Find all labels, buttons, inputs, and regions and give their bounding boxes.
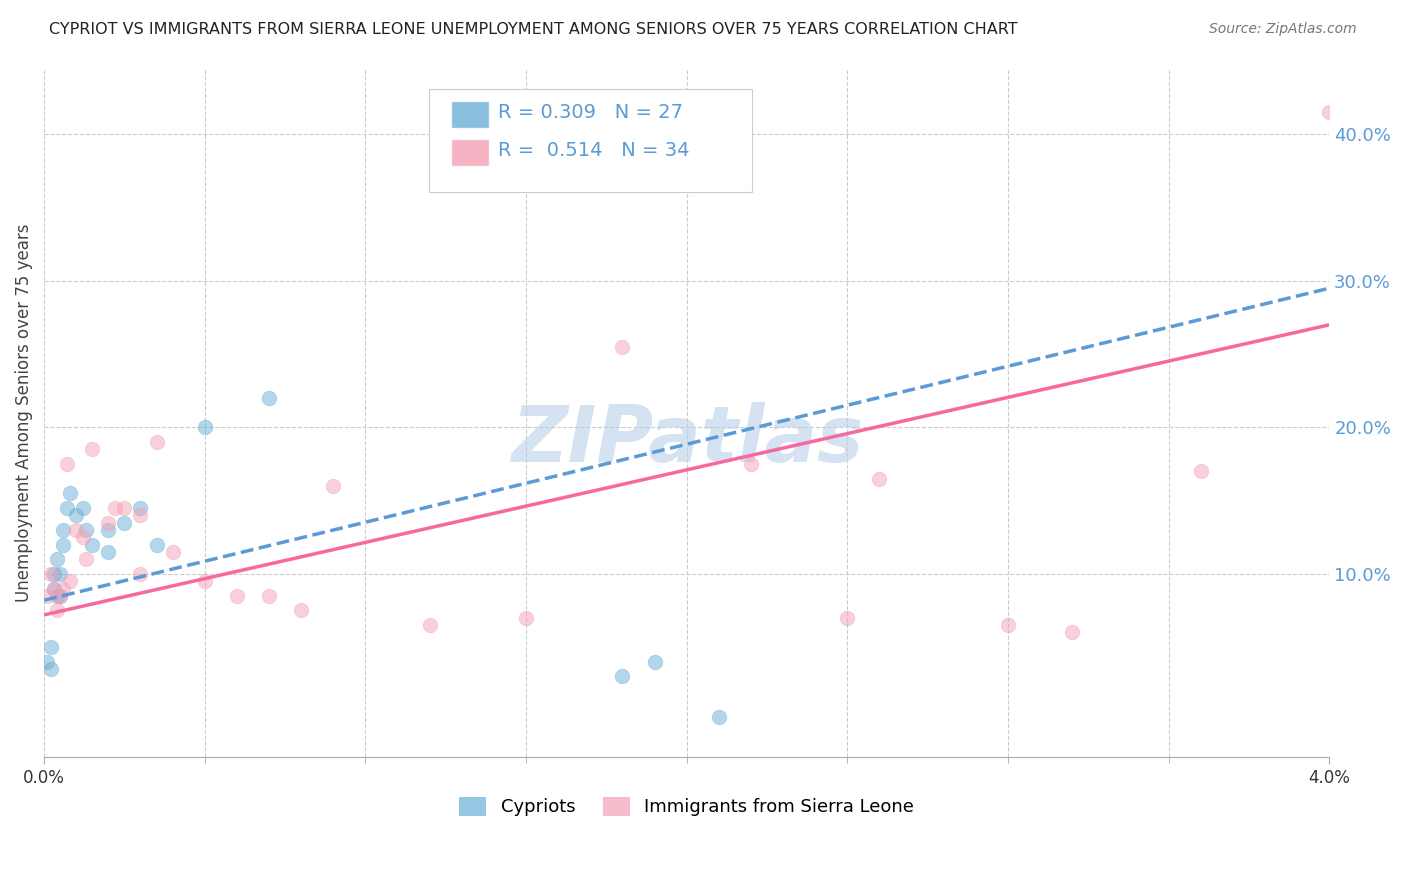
Point [129,500,152,515]
Point [257,391,280,405]
Text: CYPRIOT VS IMMIGRANTS FROM SIERRA LEONE UNEMPLOYMENT AMONG SENIORS OVER 75 YEARS: CYPRIOT VS IMMIGRANTS FROM SIERRA LEONE … [49,22,1018,37]
Point [42,582,65,596]
Point [55,500,77,515]
Point [837,611,859,625]
Text: R = 0.309   N = 27: R = 0.309 N = 27 [498,103,683,121]
Point [869,472,891,486]
Point [52,582,75,596]
Point [1189,464,1212,478]
Point [46,552,69,566]
Point [145,537,167,551]
Point [37,655,59,669]
Text: ZIPatlas: ZIPatlas [510,402,863,478]
Point [145,435,167,450]
Point [129,508,152,523]
Point [82,537,104,551]
Point [46,603,69,617]
Point [49,566,72,581]
Point [46,589,69,603]
Point [322,479,344,493]
Point [59,486,82,500]
Point [52,523,75,537]
Point [82,442,104,457]
Point [225,589,247,603]
Y-axis label: Unemployment Among Seniors over 75 years: Unemployment Among Seniors over 75 years [15,224,32,602]
Point [612,669,634,683]
Point [114,516,136,530]
Point [97,523,120,537]
Text: R =  0.514   N = 34: R = 0.514 N = 34 [498,141,689,160]
Point [75,523,97,537]
Point [1062,625,1084,640]
Point [104,500,127,515]
Point [49,589,72,603]
Point [644,655,666,669]
Point [75,552,97,566]
Point [997,618,1019,632]
Point [65,523,87,537]
Point [194,574,217,589]
Point [612,340,634,354]
Point [55,457,77,471]
Point [72,500,94,515]
Point [42,582,65,596]
Point [707,710,730,724]
Point [65,508,87,523]
Point [129,566,152,581]
Point [59,574,82,589]
Text: Source: ZipAtlas.com: Source: ZipAtlas.com [1209,22,1357,37]
Point [49,589,72,603]
Point [39,566,62,581]
Point [114,500,136,515]
Point [39,662,62,676]
Legend: Cypriots, Immigrants from Sierra Leone: Cypriots, Immigrants from Sierra Leone [453,789,921,823]
Point [257,589,280,603]
Point [194,420,217,434]
Point [39,640,62,654]
Point [97,516,120,530]
Point [1317,105,1340,120]
Point [52,537,75,551]
Point [740,457,762,471]
Point [290,603,312,617]
Point [515,611,537,625]
Point [37,589,59,603]
Point [97,545,120,559]
Point [419,618,441,632]
Point [42,566,65,581]
Point [72,530,94,544]
Point [162,545,184,559]
